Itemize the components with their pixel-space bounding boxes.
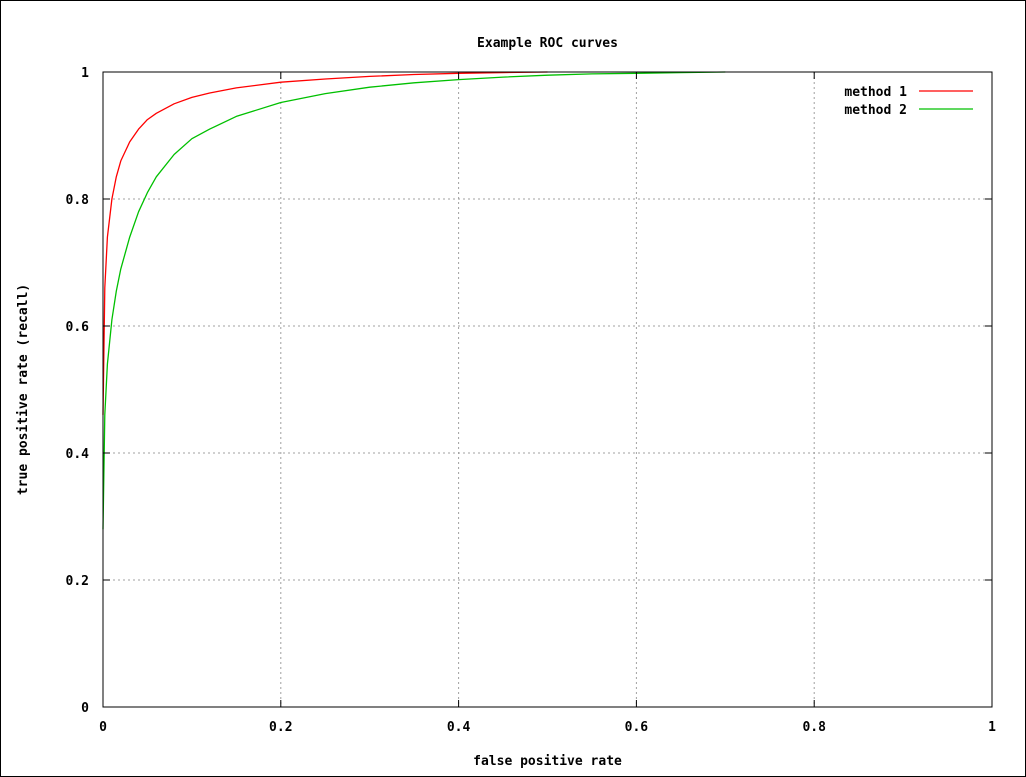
x-axis-label: false positive rate (473, 754, 622, 769)
chart-title: Example ROC curves (477, 36, 618, 51)
plot-frame (102, 71, 993, 708)
y-tick-label: 0.2 (66, 574, 89, 589)
grid (103, 72, 992, 707)
legend-label-method-2: method 2 (844, 103, 907, 118)
series-line-method-2 (102, 71, 726, 530)
x-tick-label: 0.6 (625, 720, 649, 735)
y-tick-label: 1 (81, 66, 89, 81)
series-line-method-1 (102, 71, 548, 415)
legend: method 1 method 2 (844, 85, 973, 118)
x-tick-label: 0.4 (447, 720, 471, 735)
y-tick-label: 0.4 (66, 447, 90, 462)
y-axis-label: true positive rate (recall) (16, 284, 31, 495)
x-tick-label: 0.8 (802, 720, 826, 735)
x-tick-label: 0.2 (269, 720, 292, 735)
legend-label-method-1: method 1 (844, 85, 907, 100)
y-tick-label: 0 (81, 701, 89, 716)
ticks: 0 0.2 0.4 0.6 0.8 1 0 0.2 0.4 0.6 0.8 1 (66, 66, 997, 735)
y-tick-label: 0.6 (66, 320, 90, 335)
series-layer (102, 71, 726, 530)
x-tick-label: 1 (988, 720, 996, 735)
x-tick-label: 0 (99, 720, 107, 735)
y-tick-label: 0.8 (66, 193, 90, 208)
